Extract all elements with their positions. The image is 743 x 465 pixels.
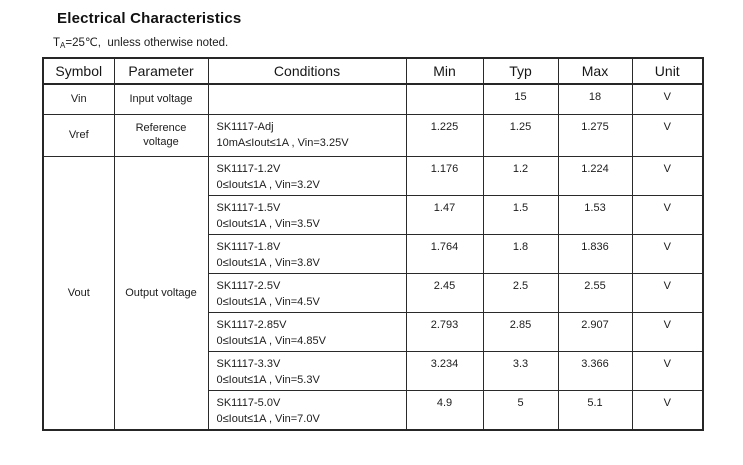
header-conditions: Conditions: [207, 57, 407, 85]
typ-cell: 2.5: [482, 272, 559, 313]
unit-cell: V: [631, 350, 704, 391]
electrical-characteristics-table: Symbol Parameter Conditions Min Typ Max …: [42, 57, 704, 431]
header-typ: Typ: [482, 57, 559, 85]
min-cell: 1.47: [405, 194, 484, 235]
min-cell: 2.793: [405, 311, 484, 352]
conditions-cell: SK1117-Adj 10mA≤Iout≤1A , Vin=3.25V: [207, 113, 407, 157]
min-cell: 2.45: [405, 272, 484, 313]
typ-cell: 1.8: [482, 233, 559, 274]
table-row-vout-1v8: SK1117-1.8V 0≤Iout≤1A , Vin=3.8V 1.764 1…: [43, 233, 704, 274]
conditions-cell: SK1117-2.85V 0≤Iout≤1A , Vin=4.85V: [207, 311, 407, 352]
condition-line-2: 10mA≤Iout≤1A , Vin=3.25V: [216, 136, 349, 149]
min-cell: 1.764: [405, 233, 484, 274]
conditions-cell: SK1117-5.0V 0≤Iout≤1A , Vin=7.0V: [207, 389, 407, 430]
table-row-vout-2v85: SK1117-2.85V 0≤Iout≤1A , Vin=4.85V 2.793…: [43, 311, 704, 352]
max-cell: 1.275: [557, 113, 633, 157]
parameter-cell-vout: Output voltage: [113, 155, 209, 430]
header-max: Max: [557, 57, 633, 85]
symbol-cell: Vin: [42, 83, 115, 115]
conditions-cell: SK1117-1.2V 0≤Iout≤1A , Vin=3.2V: [207, 155, 407, 196]
table-row-vin: Vin Input voltage 15 18 V: [42, 83, 704, 115]
typ-cell: 1.5: [482, 194, 559, 235]
condition-line-1: SK1117-1.5V: [216, 201, 281, 214]
typ-cell: 3.3: [482, 350, 559, 391]
header-unit: Unit: [631, 57, 704, 85]
unit-cell: V: [631, 155, 704, 196]
min-cell: 1.176: [405, 155, 484, 196]
parameter-cell: Input voltage: [113, 83, 209, 115]
note-suffix: =25℃, unless otherwise noted.: [65, 37, 229, 49]
condition-line-1: SK1117-Adj: [216, 120, 274, 133]
max-cell: 1.53: [557, 194, 633, 235]
max-cell: 1.836: [557, 233, 633, 274]
min-cell: 3.234: [405, 350, 484, 391]
max-cell: 3.366: [557, 350, 633, 391]
header-row: Symbol Parameter Conditions Min Typ Max …: [42, 57, 704, 85]
condition-line-2: 0≤Iout≤1A , Vin=3.5V: [216, 217, 320, 230]
unit-cell: V: [631, 311, 704, 352]
max-cell: 1.224: [557, 155, 633, 196]
conditions-cell: SK1117-1.5V 0≤Iout≤1A , Vin=3.5V: [207, 194, 407, 235]
min-cell: 1.225: [405, 113, 484, 157]
max-cell: 2.907: [557, 311, 633, 352]
conditions-cell: [207, 83, 407, 115]
note-prefix: T: [53, 37, 61, 49]
typ-cell: 5: [482, 389, 559, 430]
table-row-vout-5v0: SK1117-5.0V 0≤Iout≤1A , Vin=7.0V 4.9 5 5…: [43, 389, 704, 430]
unit-cell: V: [631, 194, 704, 235]
condition-line-2: 0≤Iout≤1A , Vin=3.8V: [216, 256, 320, 269]
typ-cell: 15: [482, 83, 559, 115]
condition-line-1: SK1117-1.8V: [216, 240, 281, 253]
max-cell: 5.1: [557, 389, 633, 430]
typ-cell: 2.85: [482, 311, 559, 352]
header-parameter: Parameter: [113, 57, 209, 85]
unit-cell: V: [631, 83, 704, 115]
condition-line-2: 0≤Iout≤1A , Vin=4.85V: [216, 334, 326, 347]
min-cell: 4.9: [405, 389, 484, 430]
table-row-vout-1v5: SK1117-1.5V 0≤Iout≤1A , Vin=3.5V 1.47 1.…: [43, 194, 704, 235]
condition-line-1: SK1117-3.3V: [216, 357, 281, 370]
unit-cell: V: [631, 113, 704, 157]
condition-line-2: 0≤Iout≤1A , Vin=7.0V: [216, 412, 320, 425]
condition-line-1: SK1117-2.85V: [216, 318, 287, 331]
header-symbol: Symbol: [42, 57, 115, 85]
condition-line-1: SK1117-5.0V: [216, 396, 281, 409]
symbol-cell: Vref: [42, 113, 115, 157]
table-row-vout-3v3: SK1117-3.3V 0≤Iout≤1A , Vin=5.3V 3.234 3…: [43, 350, 704, 391]
symbol-cell-vout: Vout: [42, 155, 115, 430]
max-cell: 2.55: [557, 272, 633, 313]
parameter-cell: Reference voltage: [113, 113, 209, 157]
condition-line-2: 0≤Iout≤1A , Vin=3.2V: [216, 178, 320, 191]
unit-cell: V: [631, 389, 704, 430]
conditions-cell: SK1117-2.5V 0≤Iout≤1A , Vin=4.5V: [207, 272, 407, 313]
condition-line-1: SK1117-1.2V: [216, 162, 281, 175]
unit-cell: V: [631, 272, 704, 313]
conditions-note: TA=25℃, unless otherwise noted.: [53, 35, 229, 50]
min-cell: [405, 83, 484, 115]
note-subscript: A: [60, 41, 66, 50]
typ-cell: 1.2: [482, 155, 559, 196]
unit-cell: V: [631, 233, 704, 274]
table-row-vref: Vref Reference voltage SK1117-Adj 10mA≤I…: [42, 113, 704, 157]
max-cell: 18: [557, 83, 633, 115]
conditions-cell: SK1117-3.3V 0≤Iout≤1A , Vin=5.3V: [207, 350, 407, 391]
page-title: Electrical Characteristics: [57, 10, 242, 27]
conditions-cell: SK1117-1.8V 0≤Iout≤1A , Vin=3.8V: [207, 233, 407, 274]
table-row-vout-1v2: Vout Output voltage SK1117-1.2V 0≤Iout≤1…: [42, 155, 704, 430]
condition-line-2: 0≤Iout≤1A , Vin=5.3V: [216, 373, 320, 386]
header-min: Min: [405, 57, 484, 85]
condition-line-2: 0≤Iout≤1A , Vin=4.5V: [216, 295, 320, 308]
typ-cell: 1.25: [482, 113, 559, 157]
condition-line-1: SK1117-2.5V: [216, 279, 281, 292]
